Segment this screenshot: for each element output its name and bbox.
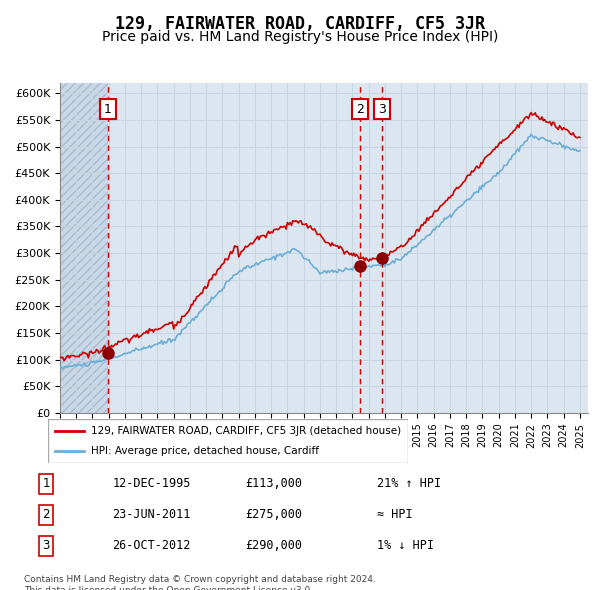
Text: Contains HM Land Registry data © Crown copyright and database right 2024.
This d: Contains HM Land Registry data © Crown c… xyxy=(24,575,376,590)
Text: 1: 1 xyxy=(43,477,50,490)
Text: 129, FAIRWATER ROAD, CARDIFF, CF5 3JR (detached house): 129, FAIRWATER ROAD, CARDIFF, CF5 3JR (d… xyxy=(91,427,401,436)
Text: 1% ↓ HPI: 1% ↓ HPI xyxy=(377,539,434,552)
Text: 2: 2 xyxy=(356,103,364,116)
Text: £290,000: £290,000 xyxy=(245,539,302,552)
Bar xyxy=(60,83,108,413)
Text: 2: 2 xyxy=(43,508,50,522)
Text: HPI: Average price, detached house, Cardiff: HPI: Average price, detached house, Card… xyxy=(91,446,319,455)
Bar xyxy=(60,83,108,413)
Text: ≈ HPI: ≈ HPI xyxy=(377,508,413,522)
Text: 21% ↑ HPI: 21% ↑ HPI xyxy=(377,477,442,490)
Text: 1: 1 xyxy=(104,103,112,116)
Text: 3: 3 xyxy=(43,539,50,552)
Text: £113,000: £113,000 xyxy=(245,477,302,490)
Text: 129, FAIRWATER ROAD, CARDIFF, CF5 3JR: 129, FAIRWATER ROAD, CARDIFF, CF5 3JR xyxy=(115,15,485,33)
Text: £275,000: £275,000 xyxy=(245,508,302,522)
Text: 26-OCT-2012: 26-OCT-2012 xyxy=(112,539,191,552)
Text: Price paid vs. HM Land Registry's House Price Index (HPI): Price paid vs. HM Land Registry's House … xyxy=(102,30,498,44)
Text: 12-DEC-1995: 12-DEC-1995 xyxy=(112,477,191,490)
Text: 3: 3 xyxy=(378,103,386,116)
Text: 23-JUN-2011: 23-JUN-2011 xyxy=(112,508,191,522)
